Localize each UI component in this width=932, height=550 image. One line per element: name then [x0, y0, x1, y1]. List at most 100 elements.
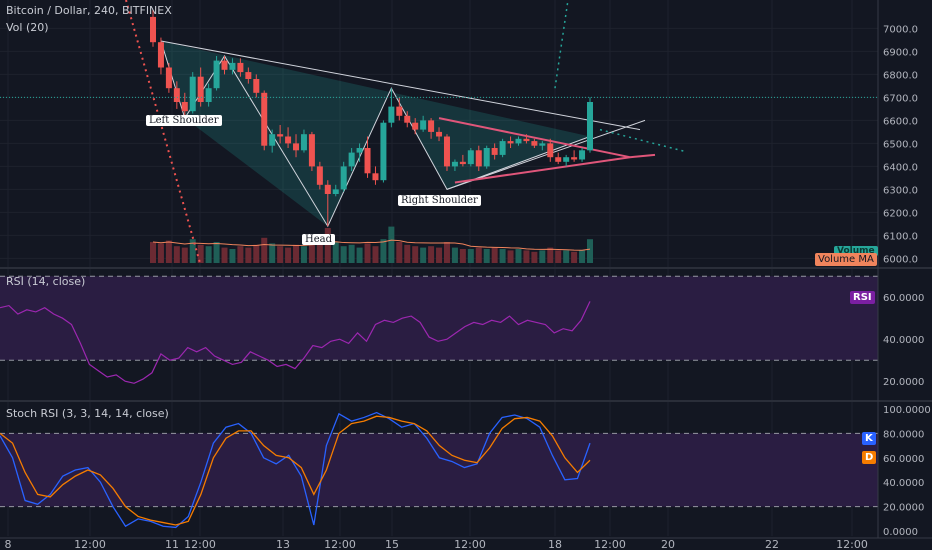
candle-body [571, 157, 578, 160]
price-tick-label: 6200.0 [883, 208, 918, 219]
volume-bar [563, 250, 570, 263]
volume-bar [499, 249, 506, 263]
candle-body [459, 161, 466, 165]
volume-bar [285, 247, 292, 263]
rsi-indicator-label[interactable]: RSI (14, close) [6, 275, 86, 288]
volume-bar [229, 249, 236, 263]
volume-bar [412, 246, 419, 263]
stoch-pane[interactable] [0, 411, 878, 529]
rsi-value-tag: RSI [850, 291, 875, 304]
volume-bar [173, 246, 180, 263]
volume-value-tag: Volume [834, 246, 878, 256]
price-tick-label: 6300.0 [883, 185, 918, 196]
candle-body [475, 150, 482, 167]
candle-body [340, 166, 347, 190]
candle-body [531, 141, 538, 146]
time-tick-label: 8 [5, 538, 12, 550]
candle-body [380, 122, 387, 181]
wedge-tip [629, 153, 656, 159]
volume-bar [364, 243, 371, 263]
candle-body [253, 79, 260, 93]
price-tick-label: 6600.0 [883, 116, 918, 127]
volume-bar [221, 247, 228, 263]
candle-body [356, 148, 363, 153]
volume-bar [579, 250, 586, 263]
volume-bar [332, 242, 339, 263]
left-shoulder-label[interactable]: Left Shoulder [146, 115, 222, 126]
candle-body [261, 92, 268, 146]
volume-bar [475, 247, 482, 263]
candle-body [293, 143, 300, 151]
candle-body [420, 120, 427, 130]
candle-body [467, 150, 474, 165]
rsi-tick-label: 20.0000 [883, 377, 924, 388]
volume-bar [324, 228, 331, 263]
candle-body [324, 184, 331, 194]
stoch-tick-label: 0.0000 [883, 527, 918, 538]
candle-body [173, 88, 180, 102]
time-tick-label: 12:00 [454, 538, 486, 550]
time-tick-label: 22 [765, 538, 779, 550]
candle-body [245, 72, 252, 79]
volume-bar [396, 242, 403, 263]
time-tick-label: 12:00 [594, 538, 626, 550]
candle-body [332, 189, 339, 194]
candle-body [285, 136, 292, 144]
volume-bar [157, 243, 164, 263]
volume-bar [245, 247, 252, 263]
time-tick-label: 12:00 [74, 538, 106, 550]
rsi-pane[interactable] [0, 275, 878, 384]
candle-body [555, 157, 562, 162]
volume-bar [571, 251, 578, 263]
candle-body [428, 120, 435, 132]
volume-bar [531, 251, 538, 263]
right-shoulder-label[interactable]: Right Shoulder [398, 195, 481, 206]
candle-body [404, 115, 411, 123]
candle-body [316, 166, 323, 185]
volume-bar [388, 226, 395, 263]
target-dotted-line [554, 0, 569, 89]
volume-bar [356, 247, 363, 263]
candle-body [364, 148, 371, 174]
volume-bar [547, 247, 554, 263]
stoch-k-line [0, 411, 591, 529]
symbol-title[interactable]: Bitcoin / Dollar, 240, BITFINEX [6, 4, 172, 17]
volume-bar [587, 239, 593, 263]
candle-body [523, 138, 530, 142]
volume-bar [491, 247, 498, 263]
candle-body [491, 148, 498, 155]
volume-bar [420, 247, 427, 263]
price-tick-label: 6000.0 [883, 254, 918, 265]
candle-body [499, 141, 506, 155]
stoch-rsi-indicator-label[interactable]: Stoch RSI (3, 3, 14, 14, close) [6, 407, 169, 420]
candle-body [587, 102, 593, 151]
volume-bar [237, 246, 244, 263]
volume-bar [300, 246, 307, 263]
volume-bar [443, 242, 450, 263]
volume-bar [340, 246, 347, 263]
volume-bar [316, 237, 323, 263]
head-shoulders-fill [160, 41, 591, 227]
volume-bar [539, 250, 546, 263]
volume-bar [205, 246, 212, 263]
head-label[interactable]: Head [302, 234, 336, 245]
volume-bar [451, 247, 458, 263]
price-pane[interactable] [0, 0, 878, 264]
volume-bar [213, 242, 220, 263]
volume-bar [189, 239, 196, 263]
volume-bar [293, 244, 300, 263]
volume-bar [150, 242, 156, 263]
price-tick-label: 7000.0 [883, 24, 918, 35]
price-tick-label: 6800.0 [883, 70, 918, 81]
volume-bar [483, 249, 490, 263]
volume-bar [269, 243, 276, 263]
candle-body [197, 76, 204, 102]
volume-ma-line [152, 239, 591, 251]
candle-body [539, 143, 546, 146]
volume-bar [253, 244, 260, 263]
candle-body [396, 106, 403, 116]
volume-indicator-label[interactable]: Vol (20) [6, 21, 49, 34]
candle-body [165, 67, 172, 89]
price-tick-label: 6500.0 [883, 139, 918, 150]
